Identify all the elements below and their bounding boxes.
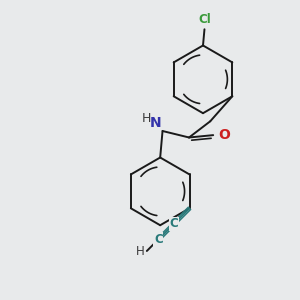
Text: C: C (169, 218, 178, 230)
Text: O: O (218, 128, 230, 142)
Text: Cl: Cl (198, 13, 211, 26)
Text: H: H (142, 112, 151, 124)
Text: H: H (136, 245, 145, 258)
Text: C: C (154, 233, 163, 246)
Text: N: N (150, 116, 161, 130)
